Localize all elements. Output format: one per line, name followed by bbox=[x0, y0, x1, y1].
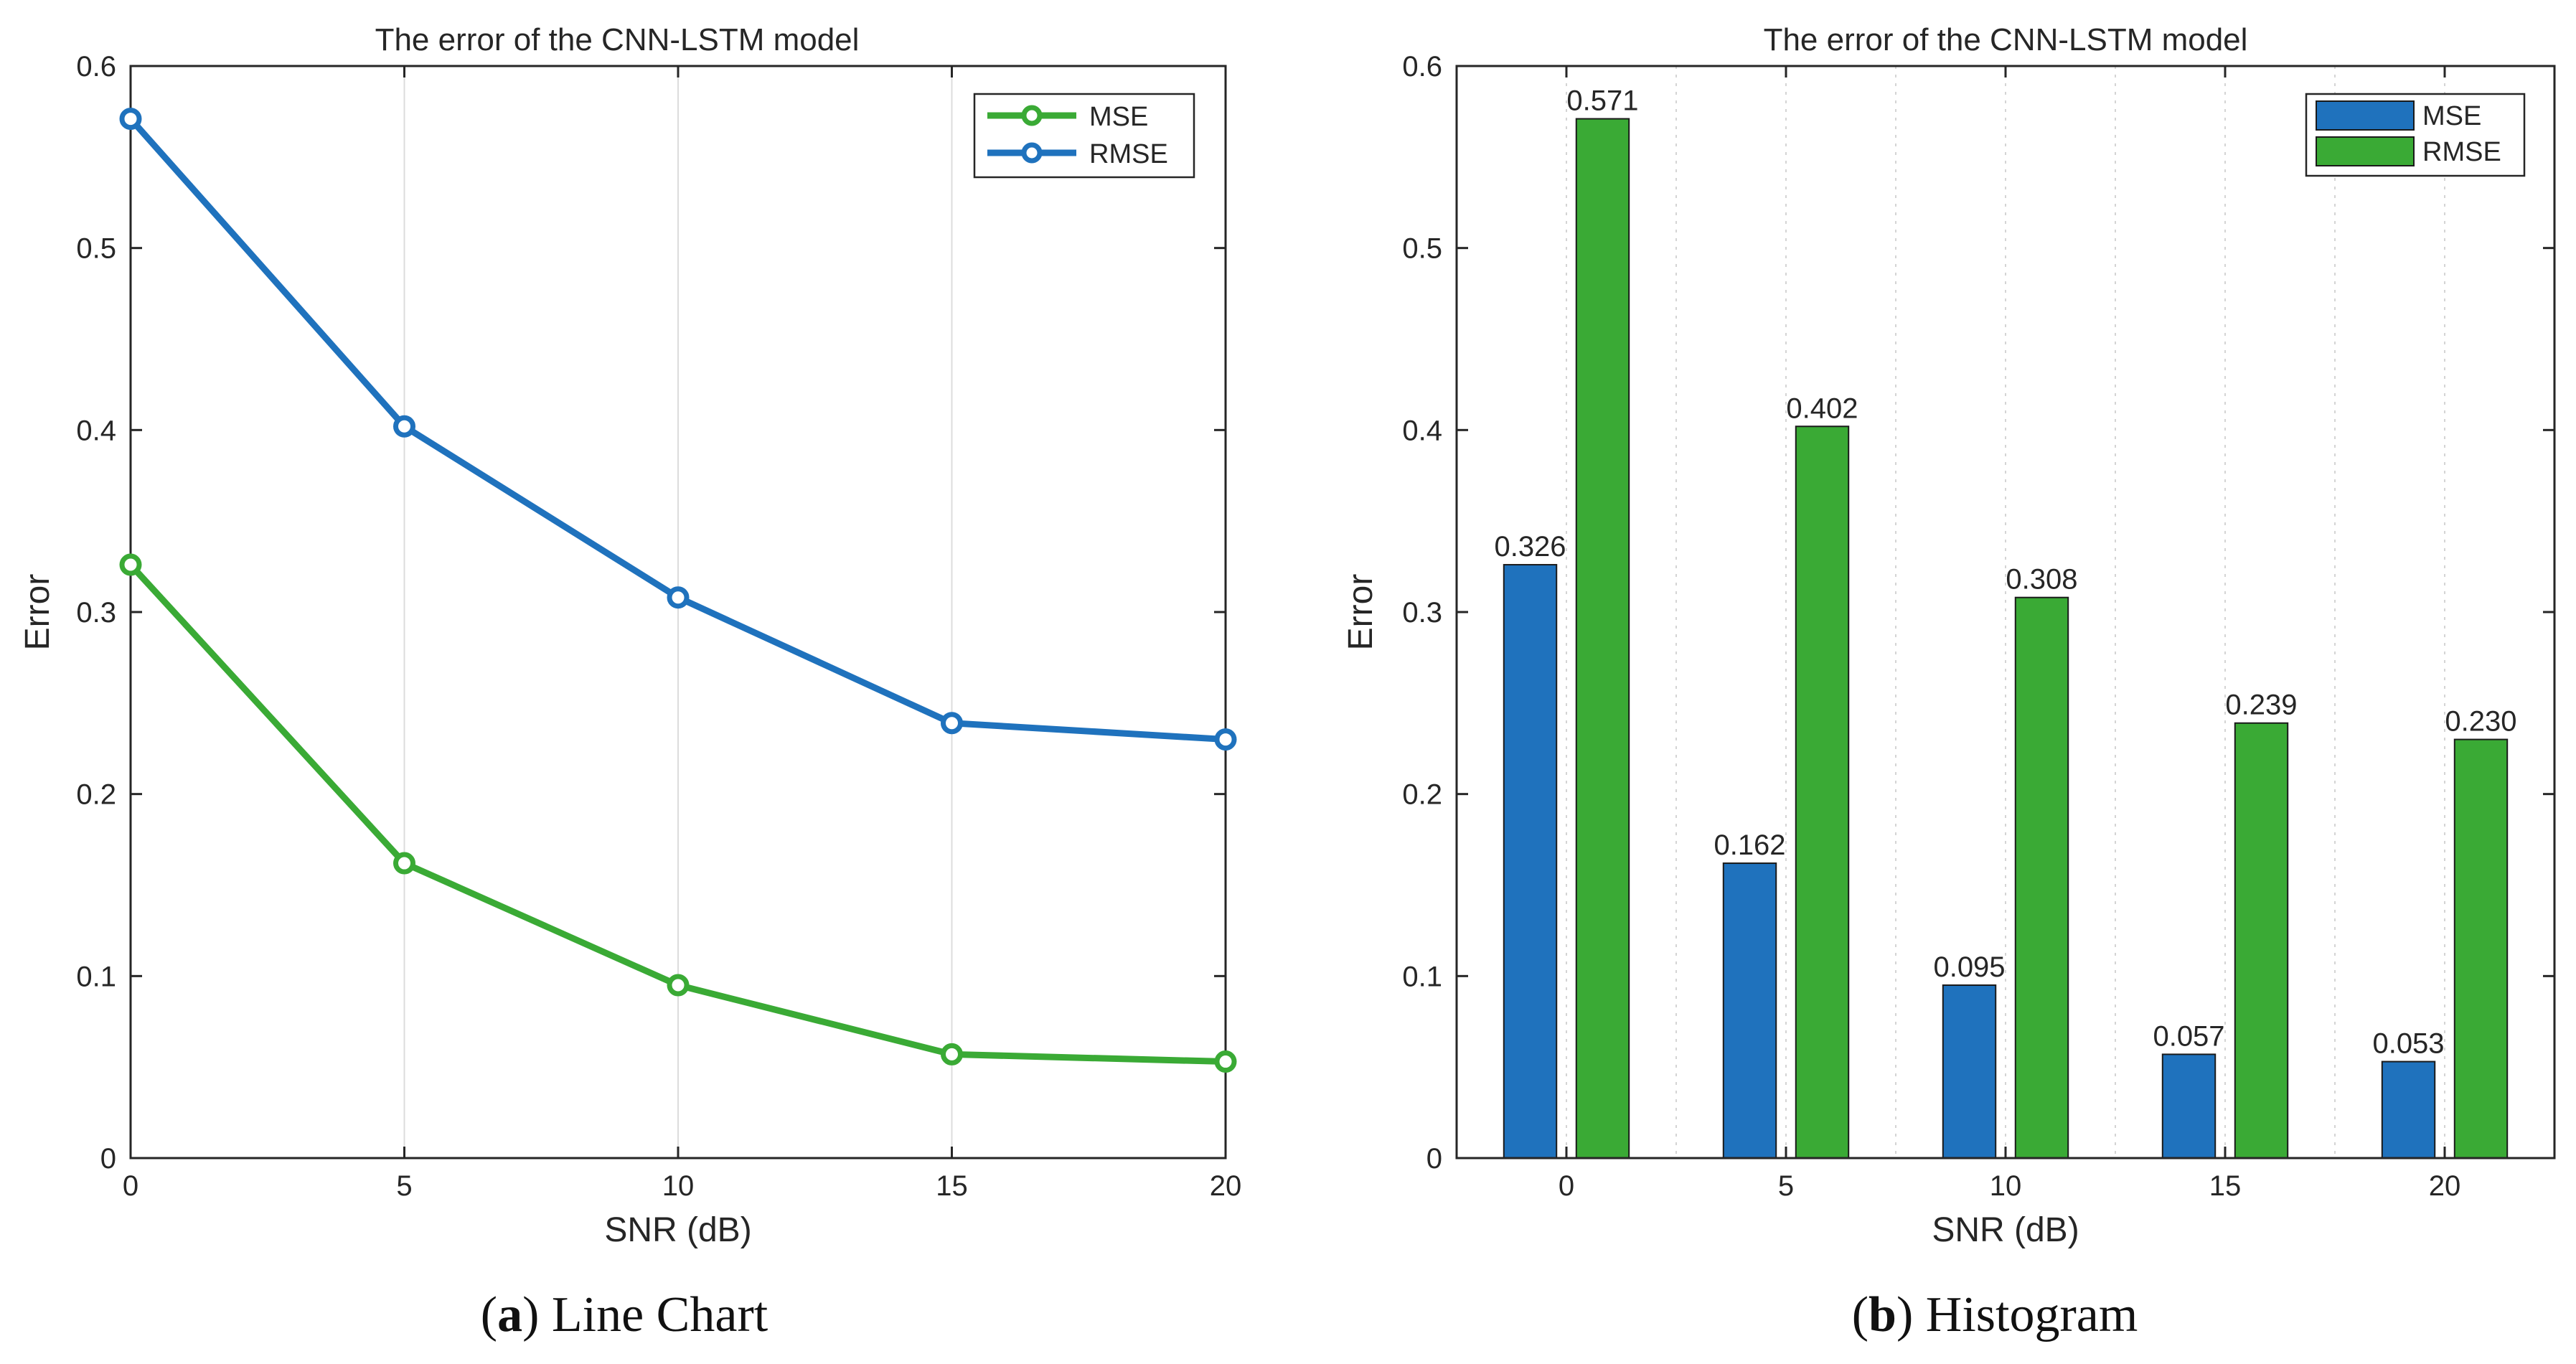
x-tick-label: 5 bbox=[1778, 1170, 1794, 1202]
line-chart-panel: The error of the CNN-LSTM model 0 5 10 15 20… bbox=[19, 22, 1241, 1342]
x-tick-label: 5 bbox=[396, 1170, 412, 1202]
y-tick-label: 0.5 bbox=[76, 233, 116, 265]
bar-chart-ylabel: Error bbox=[1342, 574, 1380, 651]
rmse-point bbox=[941, 712, 963, 735]
caption-b-letter: b bbox=[1868, 1287, 1896, 1342]
caption-a-text: Line Chart bbox=[539, 1287, 768, 1342]
mse-data-label: 0.162 bbox=[1714, 829, 1785, 861]
x-tick-label: 15 bbox=[936, 1170, 968, 1202]
rmse-bar bbox=[1795, 425, 1850, 1159]
x-tick-label: 0 bbox=[1559, 1170, 1574, 1202]
x-tick-label: 20 bbox=[1210, 1170, 1242, 1202]
caption-a-letter: a bbox=[497, 1287, 522, 1342]
y-tick-label: 0.2 bbox=[1402, 779, 1442, 811]
mse-bar bbox=[2381, 1060, 2436, 1159]
mse-point bbox=[667, 974, 690, 997]
mse-bar bbox=[1722, 862, 1777, 1160]
mse-point bbox=[393, 852, 415, 875]
y-tick-label: 0.4 bbox=[76, 415, 116, 446]
legend-rmse-swatch bbox=[2316, 136, 2415, 166]
legend-mse-label: MSE bbox=[1089, 102, 1148, 132]
y-tick-label: 0 bbox=[1426, 1143, 1442, 1175]
x-tick-label: 20 bbox=[2429, 1170, 2461, 1202]
rmse-point bbox=[119, 108, 142, 131]
mse-data-label: 0.057 bbox=[2153, 1020, 2224, 1052]
mse-bar bbox=[1942, 984, 1997, 1160]
y-tick-label: 0.6 bbox=[76, 51, 116, 83]
y-tick-label: 0.3 bbox=[1402, 597, 1442, 629]
line-chart-legend-box bbox=[973, 93, 1195, 179]
rmse-bar bbox=[2234, 722, 2289, 1159]
mse-point bbox=[941, 1043, 963, 1066]
y-tick-label: 0.3 bbox=[76, 597, 116, 629]
y-tick-label: 0.5 bbox=[1402, 233, 1442, 265]
y-tick-label: 0 bbox=[100, 1143, 116, 1175]
y-tick-label: 0.1 bbox=[76, 961, 116, 992]
line-chart-title: The error of the CNN-LSTM model bbox=[375, 22, 860, 57]
mse-data-label: 0.095 bbox=[1933, 951, 2005, 983]
mse-data-label: 0.326 bbox=[1494, 531, 1566, 563]
legend-rmse-label-b: RMSE bbox=[2422, 137, 2501, 167]
legend-mse-swatch bbox=[2316, 100, 2415, 131]
x-tick-label: 10 bbox=[1990, 1170, 2022, 1202]
x-tick-label: 15 bbox=[2209, 1170, 2242, 1202]
line-chart-ylabel: Error bbox=[19, 574, 57, 651]
legend-rmse-marker bbox=[1021, 142, 1043, 164]
bar-chart-panel: The error of the CNN-LSTM model 0 5 10 15 20… bbox=[1342, 22, 2556, 1342]
bar-chart-title: The error of the CNN-LSTM model bbox=[1764, 22, 2248, 57]
mse-bar bbox=[1503, 564, 1558, 1159]
mse-point bbox=[1214, 1050, 1237, 1073]
legend-mse-marker bbox=[1021, 105, 1043, 126]
bar-chart-ticks: 0 5 10 15 20 0 0.1 0.2 0.3 0.4 0.5 0.6 bbox=[1402, 51, 2554, 1202]
bar-chart-gridlines bbox=[1566, 66, 2445, 1158]
bar-chart-caption: (b) Histogram bbox=[1852, 1287, 2138, 1342]
bar-chart-data-labels: 0.326 0.162 0.095 0.057 0.053 0.571 0.402 0.308… bbox=[1494, 85, 2516, 1060]
rmse-data-label: 0.402 bbox=[1786, 392, 1858, 424]
bar-chart-legend: MSE RMSE bbox=[2305, 93, 2526, 177]
rmse-data-label: 0.308 bbox=[2006, 564, 2077, 596]
rmse-point bbox=[1214, 728, 1237, 751]
rmse-bar bbox=[2014, 596, 2069, 1159]
rmse-data-label: 0.239 bbox=[2225, 690, 2297, 721]
line-chart-legend: MSE RMSE bbox=[973, 93, 1195, 179]
mse-bar bbox=[2161, 1053, 2217, 1160]
rmse-data-label: 0.571 bbox=[1566, 85, 1638, 117]
line-chart-series bbox=[119, 108, 1237, 1073]
x-tick-label: 10 bbox=[662, 1170, 695, 1202]
line-chart-xlabel: SNR (dB) bbox=[604, 1211, 751, 1249]
y-tick-label: 0.6 bbox=[1402, 51, 1442, 83]
y-tick-label: 0.4 bbox=[1402, 415, 1442, 446]
bar-chart-bars bbox=[1503, 118, 2509, 1160]
rmse-point bbox=[393, 415, 415, 438]
line-chart-caption: (a) Line Chart bbox=[481, 1287, 768, 1342]
caption-b-text: Histogram bbox=[1913, 1287, 2138, 1342]
mse-point bbox=[119, 553, 142, 576]
x-tick-label: 0 bbox=[123, 1170, 138, 1202]
y-tick-label: 0.2 bbox=[76, 779, 116, 811]
bar-chart-xlabel: SNR (dB) bbox=[1932, 1211, 2079, 1249]
y-tick-label: 0.1 bbox=[1402, 961, 1442, 992]
mse-data-label: 0.053 bbox=[2372, 1028, 2444, 1060]
rmse-bar bbox=[1575, 118, 1630, 1159]
legend-rmse-label: RMSE bbox=[1089, 139, 1168, 169]
rmse-data-label: 0.230 bbox=[2445, 706, 2516, 738]
rmse-bar bbox=[2453, 738, 2509, 1159]
rmse-point bbox=[667, 586, 690, 609]
line-chart-ticks: 0 5 10 15 20 0 0.1 0.2 0.3 0.4 0.5 0.6 bbox=[76, 51, 1241, 1202]
legend-mse-label-b: MSE bbox=[2422, 101, 2481, 131]
